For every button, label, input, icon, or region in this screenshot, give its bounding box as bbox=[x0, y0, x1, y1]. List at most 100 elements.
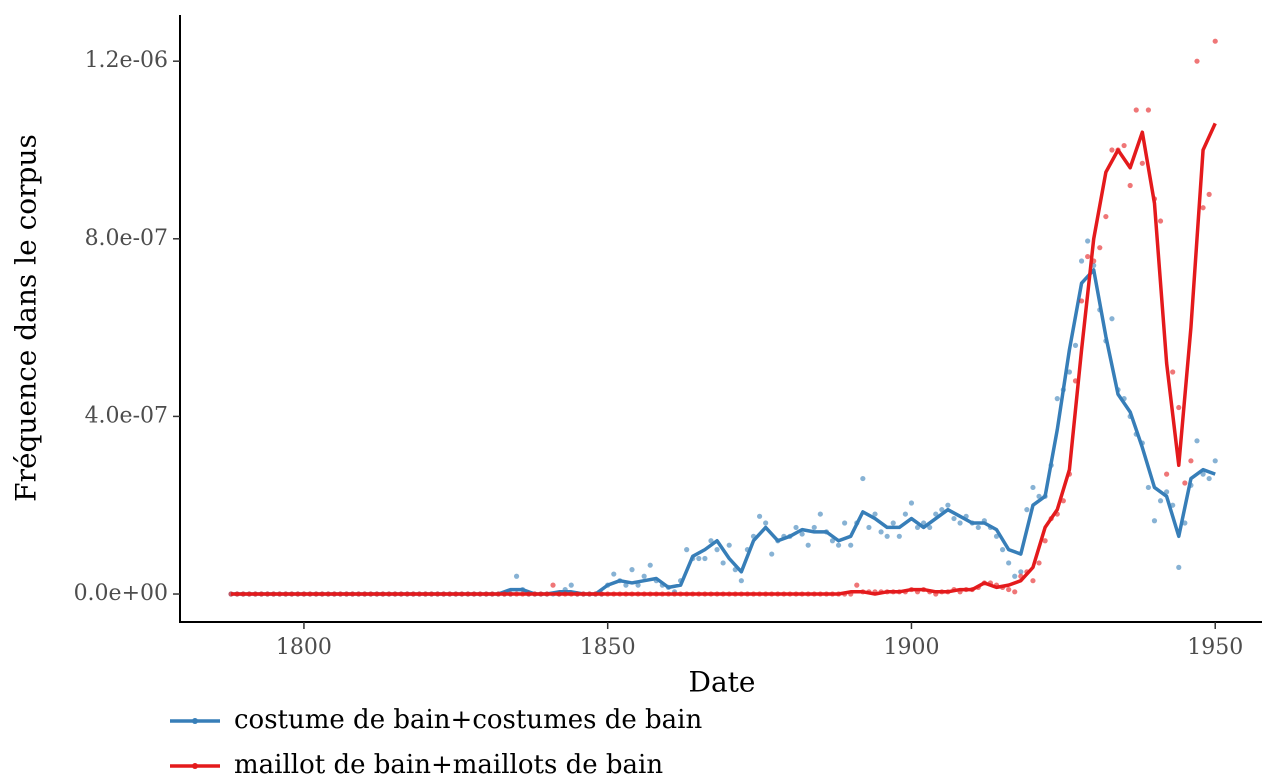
data-point bbox=[738, 578, 744, 584]
data-point bbox=[696, 555, 702, 562]
data-point bbox=[1024, 507, 1030, 513]
data-point bbox=[1072, 342, 1079, 348]
data-point bbox=[1103, 213, 1109, 220]
data-point bbox=[1200, 471, 1206, 477]
data-point bbox=[1188, 458, 1194, 464]
data-point bbox=[1145, 484, 1151, 491]
data-point bbox=[866, 524, 872, 531]
data-point bbox=[568, 582, 574, 588]
data-point bbox=[793, 524, 799, 531]
data-point bbox=[842, 520, 848, 526]
data-point bbox=[1176, 404, 1182, 411]
data-point bbox=[1054, 396, 1060, 402]
data-point bbox=[1164, 489, 1170, 495]
data-point bbox=[878, 529, 884, 535]
data-point bbox=[1133, 107, 1139, 113]
data-point bbox=[629, 567, 635, 573]
data-point bbox=[1194, 438, 1200, 444]
data-point bbox=[811, 524, 817, 531]
x-axis-title: Date bbox=[689, 666, 756, 699]
data-point bbox=[513, 573, 520, 579]
data-point bbox=[1109, 316, 1115, 322]
data-point bbox=[1066, 369, 1073, 375]
data-point bbox=[872, 511, 878, 517]
data-point bbox=[1170, 369, 1176, 375]
data-point bbox=[896, 533, 902, 539]
data-point bbox=[884, 533, 890, 539]
data-point bbox=[848, 542, 854, 548]
data-point bbox=[1206, 191, 1212, 197]
data-point bbox=[1006, 586, 1012, 593]
data-point bbox=[702, 555, 708, 562]
data-point bbox=[1042, 538, 1048, 544]
data-point bbox=[1127, 182, 1133, 189]
data-point bbox=[805, 542, 811, 548]
data-point bbox=[945, 502, 951, 508]
data-point bbox=[684, 547, 690, 553]
data-point bbox=[975, 524, 981, 531]
data-point bbox=[829, 538, 836, 544]
data-point bbox=[550, 582, 556, 588]
data-point bbox=[1078, 258, 1085, 264]
data-point bbox=[1018, 569, 1024, 575]
data-point bbox=[1176, 564, 1182, 570]
y-tick-label: 0.0e+00 bbox=[74, 581, 168, 606]
x-tick-label: 1950 bbox=[1187, 635, 1243, 660]
data-point bbox=[1200, 205, 1206, 211]
data-point bbox=[1206, 475, 1212, 482]
x-tick-label: 1900 bbox=[883, 635, 939, 660]
data-point bbox=[921, 520, 927, 526]
data-point bbox=[817, 511, 823, 517]
data-point bbox=[951, 515, 957, 522]
data-point bbox=[999, 547, 1006, 553]
data-point bbox=[890, 520, 896, 526]
data-point bbox=[1164, 471, 1170, 477]
data-point bbox=[854, 582, 860, 588]
data-point bbox=[957, 520, 963, 526]
data-point bbox=[1157, 218, 1164, 224]
data-point bbox=[1139, 160, 1145, 166]
data-point bbox=[769, 551, 775, 557]
data-point bbox=[647, 562, 653, 568]
data-point bbox=[1157, 498, 1164, 504]
data-point bbox=[1194, 58, 1200, 64]
data-point bbox=[635, 582, 641, 588]
data-point bbox=[714, 547, 720, 553]
legend-label: maillot de bain+maillots de bain bbox=[234, 750, 663, 780]
data-point bbox=[1012, 589, 1018, 595]
data-point bbox=[708, 538, 714, 544]
data-point bbox=[623, 582, 629, 588]
data-point bbox=[756, 513, 763, 519]
data-point bbox=[1030, 578, 1036, 584]
y-tick-label: 4.0e-07 bbox=[85, 403, 168, 428]
smooth-line bbox=[231, 122, 1217, 596]
legend-dot bbox=[192, 718, 198, 724]
y-tick-label: 8.0e-07 bbox=[85, 226, 168, 251]
data-point bbox=[799, 531, 805, 537]
data-point bbox=[1036, 560, 1042, 566]
data-point bbox=[1121, 142, 1127, 149]
y-axis-title: Fréquence dans le corpus bbox=[10, 134, 43, 502]
data-point bbox=[1085, 238, 1091, 244]
legend-dot bbox=[192, 763, 198, 769]
data-point bbox=[1006, 560, 1012, 566]
data-point bbox=[860, 475, 866, 482]
data-point bbox=[1109, 147, 1115, 153]
data-point bbox=[641, 573, 647, 579]
data-point bbox=[1012, 573, 1018, 579]
data-point bbox=[1151, 518, 1158, 524]
data-point bbox=[933, 511, 939, 517]
data-point bbox=[611, 571, 617, 577]
data-point bbox=[1085, 253, 1091, 260]
data-point bbox=[763, 520, 769, 526]
data-point bbox=[927, 524, 933, 531]
data-point bbox=[1036, 493, 1042, 499]
data-point bbox=[1097, 245, 1103, 251]
data-point bbox=[1030, 484, 1036, 491]
data-point bbox=[902, 511, 908, 517]
x-tick-label: 1800 bbox=[276, 635, 332, 660]
legend-label: costume de bain+costumes de bain bbox=[234, 705, 702, 735]
data-point bbox=[1182, 480, 1188, 486]
smooth-line bbox=[231, 268, 1216, 596]
